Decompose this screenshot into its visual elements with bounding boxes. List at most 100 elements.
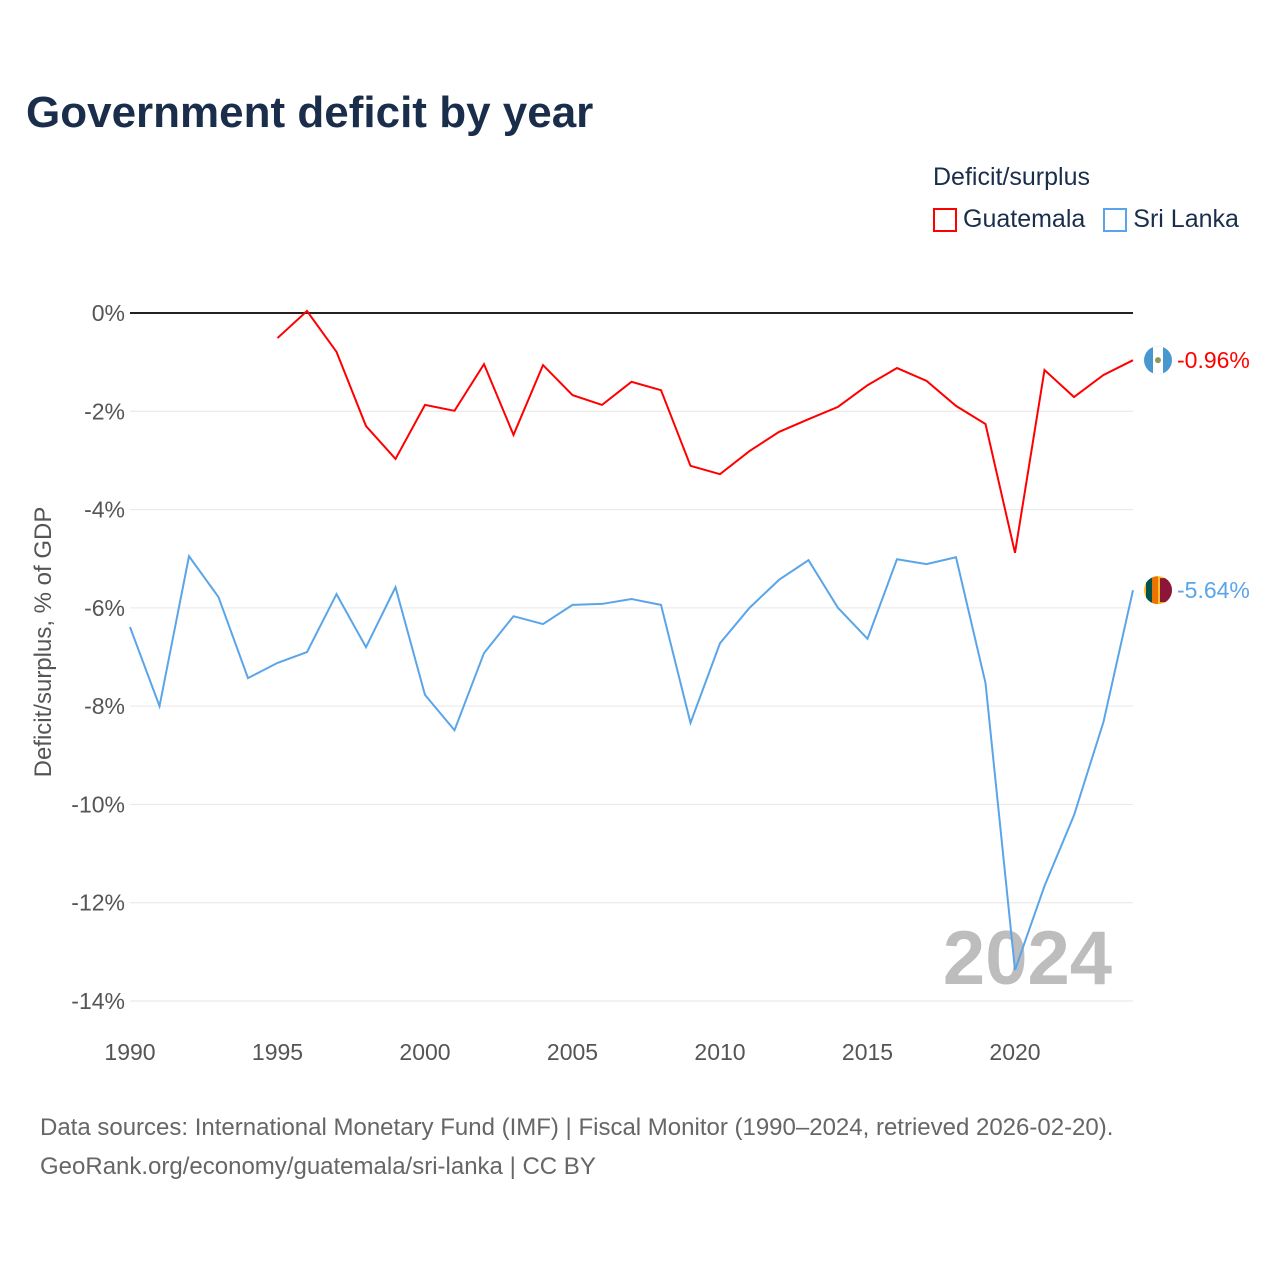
y-axis-label: Deficit/surplus, % of GDP [30,507,57,778]
data-point[interactable] [511,432,517,438]
data-point[interactable] [629,379,635,385]
data-point[interactable] [983,680,989,686]
data-point[interactable] [540,362,546,368]
data-point[interactable] [422,692,428,698]
data-point[interactable] [865,382,871,388]
data-point[interactable] [894,365,900,371]
data-point[interactable] [1012,967,1018,973]
data-point[interactable] [304,308,310,314]
x-tick-label: 2015 [842,1039,893,1065]
y-tick-label: -14% [71,988,125,1014]
data-point[interactable] [363,423,369,429]
data-point[interactable] [334,591,340,597]
legend-swatch-sri-lanka [1103,207,1128,232]
data-point[interactable] [717,471,723,477]
data-point[interactable] [275,660,281,666]
guatemala-flag-icon [1144,346,1172,375]
series-line-guatemala[interactable] [276,309,1134,554]
x-tick-label: 2020 [989,1039,1040,1065]
data-point[interactable] [1130,587,1136,593]
x-tick-label: 1990 [104,1039,155,1065]
data-point[interactable] [806,416,812,422]
y-tick-label: -6% [84,595,125,621]
data-point[interactable] [629,596,635,602]
data-point[interactable] [127,624,133,630]
data-point[interactable] [540,621,546,627]
data-point[interactable] [1101,372,1107,378]
data-point[interactable] [688,720,694,726]
source-url: GeoRank.org/economy/guatemala/sri-lanka … [40,1153,596,1180]
series-line-sri-lanka[interactable] [129,553,1134,971]
data-point[interactable] [717,640,723,646]
data-point[interactable] [186,553,192,559]
data-point[interactable] [1101,719,1107,725]
data-point[interactable] [334,349,340,355]
data-point[interactable] [1012,550,1018,556]
legend-swatch-guatemala [933,207,957,232]
y-tick-label: -8% [84,693,125,719]
legend-item-sri-lanka[interactable]: Sri Lanka [1103,205,1239,234]
source-note: Data sources: International Monetary Fun… [40,1114,1114,1141]
data-point[interactable] [422,402,428,408]
data-point[interactable] [393,584,399,590]
legend: Guatemala Sri Lanka [933,205,1239,234]
data-point[interactable] [924,378,930,384]
data-point[interactable] [157,703,163,709]
data-point[interactable] [1042,883,1048,889]
data-point[interactable] [776,429,782,435]
data-point[interactable] [953,554,959,560]
x-tick-label: 2000 [399,1039,450,1065]
data-point[interactable] [924,561,930,567]
data-point[interactable] [570,602,576,608]
data-point[interactable] [865,636,871,642]
data-point[interactable] [747,605,753,611]
data-point[interactable] [275,335,281,341]
y-tick-label: -2% [84,398,125,424]
legend-item-guatemala[interactable]: Guatemala [933,205,1085,234]
data-point[interactable] [983,421,989,427]
data-point[interactable] [658,602,664,608]
end-value-label: -5.64% [1177,577,1250,603]
footer: Data sources: International Monetary Fun… [40,1108,1113,1186]
data-point[interactable] [363,644,369,650]
end-value-label: -0.96% [1177,347,1250,373]
data-point[interactable] [452,408,458,414]
legend-title: Deficit/surplus [933,163,1090,191]
data-point[interactable] [481,650,487,656]
data-point[interactable] [688,463,694,469]
x-tick-label: 2005 [547,1039,598,1065]
data-point[interactable] [599,402,605,408]
x-tick-label: 1995 [252,1039,303,1065]
data-point[interactable] [953,403,959,409]
x-tick-label: 2010 [694,1039,745,1065]
data-point[interactable] [511,613,517,619]
data-point[interactable] [1071,394,1077,400]
data-point[interactable] [393,456,399,462]
data-point[interactable] [245,675,251,681]
y-tick-label: 0% [92,300,125,326]
data-point[interactable] [481,361,487,367]
data-point[interactable] [894,556,900,562]
data-point[interactable] [570,392,576,398]
data-point[interactable] [835,404,841,410]
data-point[interactable] [658,387,664,393]
watermark-year: 2024 [943,916,1112,1001]
data-point[interactable] [806,557,812,563]
chart-title: Government deficit by year [26,88,594,137]
y-tick-label: -12% [71,890,125,916]
data-point[interactable] [776,577,782,583]
data-point[interactable] [304,649,310,655]
data-point[interactable] [1042,367,1048,373]
data-point[interactable] [599,601,605,607]
data-point[interactable] [1071,812,1077,818]
data-point[interactable] [835,605,841,611]
legend-label: Sri Lanka [1133,205,1239,233]
data-point[interactable] [452,727,458,733]
data-point[interactable] [747,448,753,454]
data-point[interactable] [1130,357,1136,363]
legend-label: Guatemala [963,205,1086,233]
data-point[interactable] [216,594,222,600]
sri-lanka-flag-icon [1144,576,1172,605]
y-tick-label: -4% [84,497,125,523]
